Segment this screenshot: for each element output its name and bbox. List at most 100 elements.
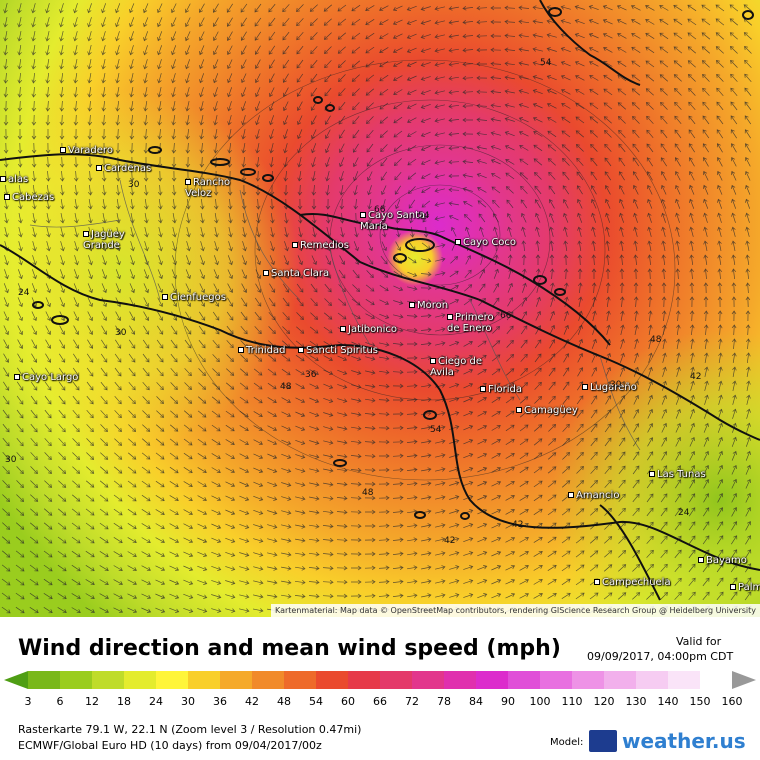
scale-segment (444, 671, 477, 689)
contour-label: 42 (690, 372, 702, 382)
scale-segment (508, 671, 541, 689)
city-label: Campechuela (594, 577, 671, 588)
city-label: Rancho Veloz (185, 177, 231, 199)
city-marker-icon (60, 147, 66, 153)
scale-min-arrow (4, 671, 28, 689)
scale-segment (220, 671, 253, 689)
scale-segment (156, 671, 189, 689)
city-marker-icon (516, 407, 522, 413)
city-marker-icon (480, 386, 486, 392)
city-label: Bayamo (698, 555, 747, 566)
scale-tick-label: 160 (721, 695, 743, 708)
contour-label: 48 (362, 488, 374, 498)
contour-label: 36 (305, 370, 317, 380)
contour-label: 54 (540, 58, 552, 68)
city-marker-icon (4, 194, 10, 200)
contour-label: 54 (430, 425, 442, 435)
scale-tick-label: 72 (405, 695, 419, 708)
wind-speed-field (0, 0, 760, 617)
city-label: Ciego de Avila (430, 356, 483, 378)
city-marker-icon (0, 176, 6, 182)
scale-segment (252, 671, 285, 689)
scale-segment (28, 671, 61, 689)
scale-tick-label: 150 (689, 695, 711, 708)
city-marker-icon (409, 302, 415, 308)
contour-label: 48 (650, 335, 662, 345)
valid-for-label: Valid for (676, 635, 722, 648)
scale-segment (700, 671, 733, 689)
scale-tick-label: 78 (437, 695, 451, 708)
city-marker-icon (698, 557, 704, 563)
city-label: Cayo Santa María (360, 210, 426, 232)
scale-segment (572, 671, 605, 689)
scale-tick-label: 90 (501, 695, 515, 708)
city-marker-icon (455, 239, 461, 245)
scale-tick-label: 140 (657, 695, 679, 708)
city-label: Moron (409, 300, 448, 311)
city-marker-icon (340, 326, 346, 332)
city-marker-icon (730, 584, 736, 590)
contour-label: 66 (374, 205, 386, 215)
scale-segment (92, 671, 125, 689)
contour-label: 48 (280, 382, 292, 392)
contour-label: 42 (444, 536, 456, 546)
city-label: Las Tunas (649, 469, 706, 480)
scale-tick-label: 36 (213, 695, 227, 708)
contour-label: 24 (18, 288, 30, 298)
scale-tick-label: 130 (625, 695, 647, 708)
eu-flag-icon (589, 730, 617, 752)
scale-tick-label: 66 (373, 695, 387, 708)
scale-segment (380, 671, 413, 689)
city-label: Cabezas (4, 192, 54, 203)
city-label: Amancio (568, 490, 619, 501)
scale-segment (188, 671, 221, 689)
city-label: alas (0, 174, 28, 185)
scale-tick-label: 54 (309, 695, 323, 708)
scale-segment (124, 671, 157, 689)
contour-label: 66 (500, 311, 512, 321)
city-marker-icon (185, 179, 191, 185)
scale-segment (604, 671, 637, 689)
city-label: Cayo Largo (14, 372, 78, 383)
city-marker-icon (582, 384, 588, 390)
city-marker-icon (568, 492, 574, 498)
city-marker-icon (298, 347, 304, 353)
city-label: Camagüey (516, 405, 578, 416)
contour-label: 42 (512, 520, 524, 530)
scale-tick-label: 100 (529, 695, 551, 708)
city-marker-icon (96, 165, 102, 171)
map-attribution[interactable]: Kartenmaterial: Map data © OpenStreetMap… (270, 604, 760, 617)
scale-tick-label: 30 (181, 695, 195, 708)
city-label: Jatibonico (340, 324, 397, 335)
city-label: Sancti Spiritus (298, 345, 378, 356)
chart-title: Wind direction and mean wind speed (mph) (18, 636, 561, 661)
city-marker-icon (263, 270, 269, 276)
city-marker-icon (238, 347, 244, 353)
city-label: Jagüey Grande (83, 229, 125, 251)
raster-info: Rasterkarte 79.1 W, 22.1 N (Zoom level 3… (18, 723, 362, 736)
scale-tick-label: 120 (593, 695, 615, 708)
city-label: Cayo Coco (455, 237, 516, 248)
contour-label: 30 (115, 328, 127, 338)
contour-label: 54 (418, 211, 430, 221)
model-label: Model: (550, 737, 584, 748)
city-label: Trinidad (238, 345, 285, 356)
city-marker-icon (162, 294, 168, 300)
scale-tick-label: 84 (469, 695, 483, 708)
scale-segment (284, 671, 317, 689)
city-marker-icon (447, 314, 453, 320)
wind-map[interactable]: Varadero Cardenas alas Cabezas Rancho Veloz Ja… (0, 0, 760, 617)
scale-segment (540, 671, 573, 689)
scale-segment (60, 671, 93, 689)
scale-segment (316, 671, 349, 689)
scale-tick-label: 18 (117, 695, 131, 708)
weather-us-logo[interactable]: weather.us (622, 729, 746, 753)
scale-tick-label: 42 (245, 695, 259, 708)
city-marker-icon (360, 212, 366, 218)
contour-label: 30 (128, 180, 140, 190)
scale-max-arrow (732, 671, 756, 689)
city-marker-icon (430, 358, 436, 364)
scale-tick-label: 48 (277, 695, 291, 708)
city-label: Cienfuegos (162, 292, 226, 303)
contour-label: 24 (678, 508, 690, 518)
